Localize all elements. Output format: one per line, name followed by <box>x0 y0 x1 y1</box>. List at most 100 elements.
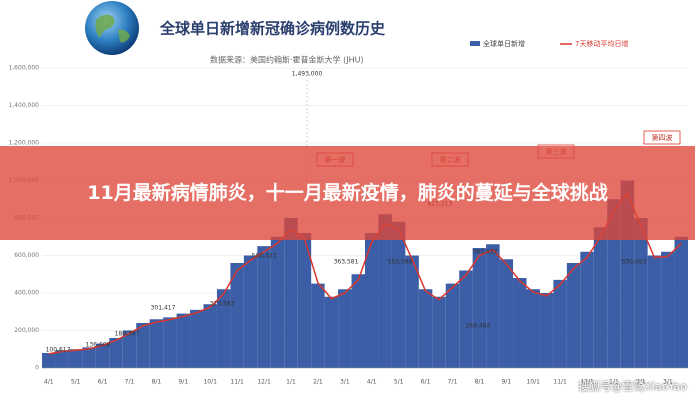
bar <box>311 283 325 368</box>
bar <box>243 255 258 368</box>
bar <box>378 214 392 368</box>
annotation: 1,493,000 <box>292 71 323 78</box>
average-line <box>48 192 682 355</box>
x-tick-label: 11/1 <box>230 379 244 386</box>
x-tick-label: 1/1 <box>286 379 296 386</box>
legend-label: 7天移动平均日增 <box>575 39 628 48</box>
annotation: 180,367 <box>115 331 140 338</box>
annotation: 563,637 <box>473 249 498 256</box>
annotation: 553,588 <box>388 259 413 266</box>
x-tick-label: 5/1 <box>394 379 404 386</box>
bar <box>526 289 540 368</box>
bar <box>82 347 96 368</box>
headline-band: 11月最新病情肺炎，十一月最新疫情，肺炎的蔓延与全球挑战 <box>0 146 695 240</box>
bar <box>365 233 379 368</box>
annotation: 560,423 <box>252 253 277 260</box>
x-tick-label: 8/1 <box>152 379 162 386</box>
x-tick-label: 8/1 <box>475 379 485 386</box>
bar <box>176 313 191 368</box>
annotation: 136,608 <box>86 342 111 349</box>
y-tick-label: 1,400,000 <box>8 102 39 109</box>
y-tick-label: 600,000 <box>14 252 39 259</box>
annotation: 530,093 <box>622 259 647 266</box>
annotation: 第四波 <box>652 133 673 142</box>
annotation-box <box>643 130 681 145</box>
y-tick-label: 1,600,000 <box>8 65 39 72</box>
bar <box>607 199 621 368</box>
bar <box>270 236 285 368</box>
y-tick-label: 1,200,000 <box>8 140 39 147</box>
x-tick-label: 6/1 <box>98 379 108 386</box>
watermark: 搜狐号@雪鹭XiaoYao <box>578 380 687 393</box>
x-tick-label: 10/1 <box>203 379 217 386</box>
bar <box>566 263 581 368</box>
x-tick-label: 11/1 <box>553 379 567 386</box>
annotation: 363,581 <box>334 259 359 266</box>
bar <box>405 255 419 368</box>
x-tick-label: 4/1 <box>367 379 377 386</box>
bar <box>472 248 487 368</box>
x-tick-label: 12/1 <box>580 379 594 386</box>
x-tick-label: 9/1 <box>178 379 188 386</box>
bar <box>230 263 244 368</box>
x-tick-label: 3/1 <box>663 379 673 386</box>
x-tick-label: 2/1 <box>313 379 323 386</box>
x-tick-label: 2/1 <box>636 379 646 386</box>
bar <box>647 255 662 368</box>
bar <box>513 278 527 368</box>
bar <box>163 317 177 368</box>
bar <box>149 319 164 368</box>
bar <box>539 293 554 368</box>
bar <box>257 246 271 368</box>
bar <box>445 283 460 368</box>
annotation: 269,484 <box>466 323 491 330</box>
bar <box>95 343 110 368</box>
annotation: 301,417 <box>151 305 176 312</box>
bar <box>418 289 433 368</box>
bar <box>459 270 473 368</box>
bar <box>203 304 217 368</box>
y-tick-label: 400,000 <box>14 290 39 297</box>
bar <box>190 309 204 368</box>
bar <box>122 330 137 368</box>
x-tick-label: 10/1 <box>526 379 540 386</box>
y-tick-label: 200,000 <box>14 327 39 334</box>
bar <box>55 350 69 368</box>
bar <box>674 236 688 368</box>
x-tick-label: 3/1 <box>340 379 350 386</box>
x-tick-label: 4/1 <box>44 379 54 386</box>
bar <box>499 259 514 368</box>
annotation: 100,617 <box>46 347 71 354</box>
bar <box>324 296 339 368</box>
bar <box>338 289 352 368</box>
x-tick-label: 12/1 <box>257 379 271 386</box>
x-tick-label: 9/1 <box>501 379 511 386</box>
bar <box>136 323 150 368</box>
annotation: 323,583 <box>210 301 235 308</box>
legend-label: 全球单日新增 <box>483 39 525 48</box>
bar <box>216 289 231 368</box>
chart-title: 全球单日新增新冠确诊病例数历史 <box>159 20 386 38</box>
chart-subtitle: 数据来源：美国约翰斯·霍普金斯大学 (JHU) <box>210 55 364 65</box>
x-tick-label: 5/1 <box>71 379 81 386</box>
x-tick-label: 7/1 <box>125 379 135 386</box>
y-tick-label: 0 <box>35 365 39 372</box>
bar <box>284 218 298 368</box>
bar <box>391 221 406 368</box>
x-tick-label: 1/1 <box>609 379 619 386</box>
bar <box>553 279 567 368</box>
globe-icon <box>85 1 139 55</box>
bar <box>109 338 123 368</box>
bar <box>661 251 675 368</box>
bar <box>297 233 312 368</box>
globe-land <box>95 14 130 43</box>
legend-swatch <box>470 41 480 46</box>
bar <box>634 218 648 368</box>
bar <box>593 227 608 368</box>
bar <box>486 244 500 368</box>
bar <box>42 353 56 368</box>
bar <box>580 251 594 368</box>
legend: 全球单日新增 7天移动平均日增 <box>470 39 628 48</box>
